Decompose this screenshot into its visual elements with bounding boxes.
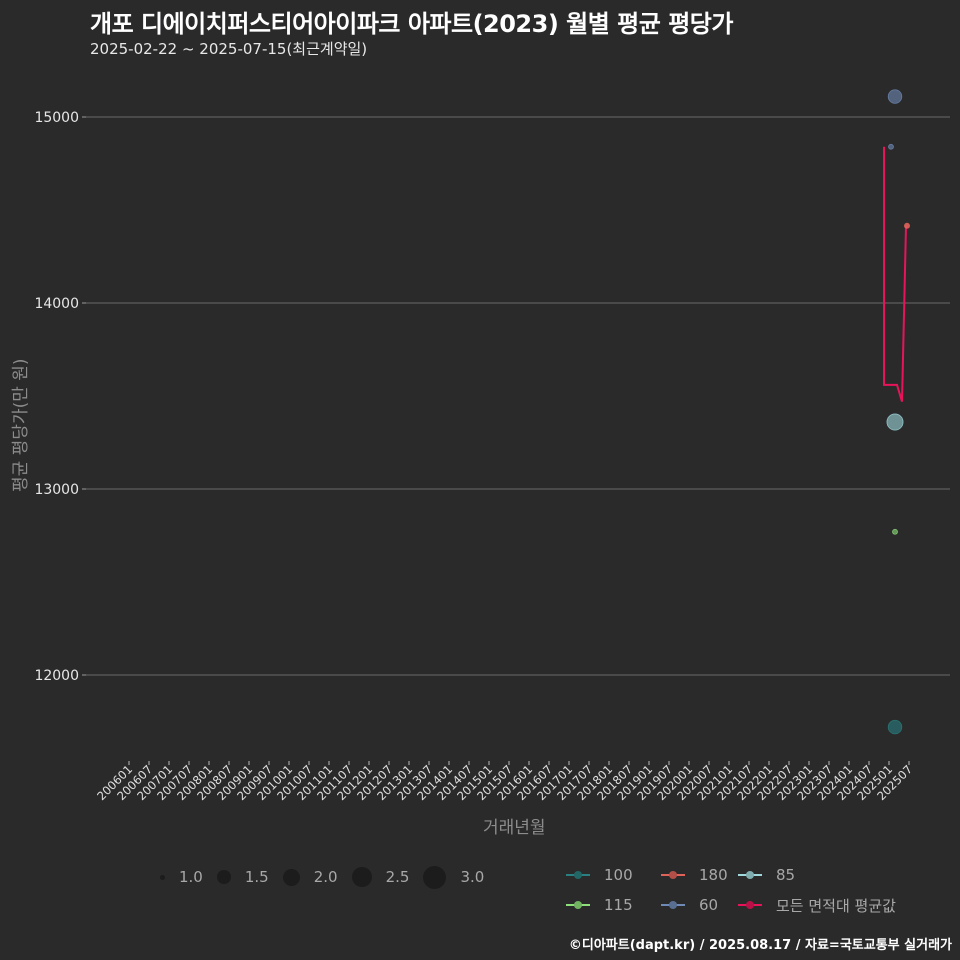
size-dot-icon xyxy=(160,874,165,880)
data-point-60 xyxy=(888,143,894,150)
color-legend-item: 115 xyxy=(566,894,661,916)
line-point-key-icon xyxy=(566,870,590,880)
size-legend-item: 1.5 xyxy=(216,868,269,886)
size-legend-label: 2.0 xyxy=(313,868,338,886)
color-legend-item: 100 xyxy=(566,864,661,886)
color-legend-label: 180 xyxy=(699,866,728,884)
color-legend-label: 85 xyxy=(776,866,796,884)
y-gridlines xyxy=(84,116,950,676)
size-legend-item: 2.0 xyxy=(282,868,338,886)
size-dot-icon xyxy=(351,867,372,887)
size-legend-item: 1.0 xyxy=(160,868,203,886)
line-point-key-icon xyxy=(738,870,762,880)
data-series xyxy=(883,89,910,735)
size-legend-label: 2.5 xyxy=(385,868,410,886)
y-tick-label: 15000 xyxy=(34,110,79,126)
x-axis-ticks: 2006012006072007012007072008012008072009… xyxy=(94,761,915,803)
line-point-key-icon xyxy=(661,870,685,880)
color-legend-label: 100 xyxy=(604,866,633,884)
color-legend-item: 180 xyxy=(661,864,738,886)
size-legend-label: 1.0 xyxy=(179,868,203,886)
data-point-100 xyxy=(887,719,903,735)
y-tick-label: 12000 xyxy=(34,668,79,684)
chart-title: 개포 디에이치퍼스티어아이파크 아파트(2023) 월별 평균 평당가 xyxy=(90,10,733,38)
color-legend-item: 60 xyxy=(661,894,738,916)
average-line xyxy=(883,146,907,402)
color-legend-label: 모든 면적대 평균값 xyxy=(776,896,896,915)
data-point-115 xyxy=(892,528,898,535)
average-point xyxy=(904,222,910,229)
size-legend-label: 1.5 xyxy=(244,868,269,886)
color-legend-label: 60 xyxy=(699,896,719,914)
chart-subtitle: 2025-02-22 ~ 2025-07-15(최근계약일) xyxy=(90,40,368,58)
line-point-key-icon xyxy=(738,900,762,910)
data-point-60 xyxy=(887,89,903,104)
size-legend-item: 3.0 xyxy=(423,865,485,889)
size-legend: 1.0 1.5 2.0 2.5 3.0 xyxy=(160,862,498,892)
color-legend-item: 모든 면적대 평균값 xyxy=(738,894,918,916)
size-dot-icon xyxy=(216,870,231,884)
color-legend-label: 115 xyxy=(604,896,633,914)
size-dot-icon xyxy=(282,868,300,886)
color-legend: 100 180 85 115 60 모든 면적대 평균값 xyxy=(566,864,926,916)
line-point-key-icon xyxy=(661,900,685,910)
size-dot-icon xyxy=(423,865,447,889)
y-axis-ticks: 12000 13000 14000 15000 xyxy=(34,110,86,684)
y-tick-label: 14000 xyxy=(34,296,79,312)
line-point-key-icon xyxy=(566,900,590,910)
color-legend-item: 85 xyxy=(738,864,918,886)
y-axis-label: 평균 평당가(만 원) xyxy=(11,358,31,492)
y-tick-label: 13000 xyxy=(34,482,79,498)
x-axis-label: 거래년월 xyxy=(483,818,546,838)
size-legend-label: 3.0 xyxy=(460,868,485,886)
size-legend-item: 2.5 xyxy=(351,867,410,887)
data-point-85 xyxy=(886,413,904,431)
source-caption: ©디아파트(dapt.kr) / 2025.08.17 / 자료=국토교통부 실… xyxy=(568,938,952,953)
